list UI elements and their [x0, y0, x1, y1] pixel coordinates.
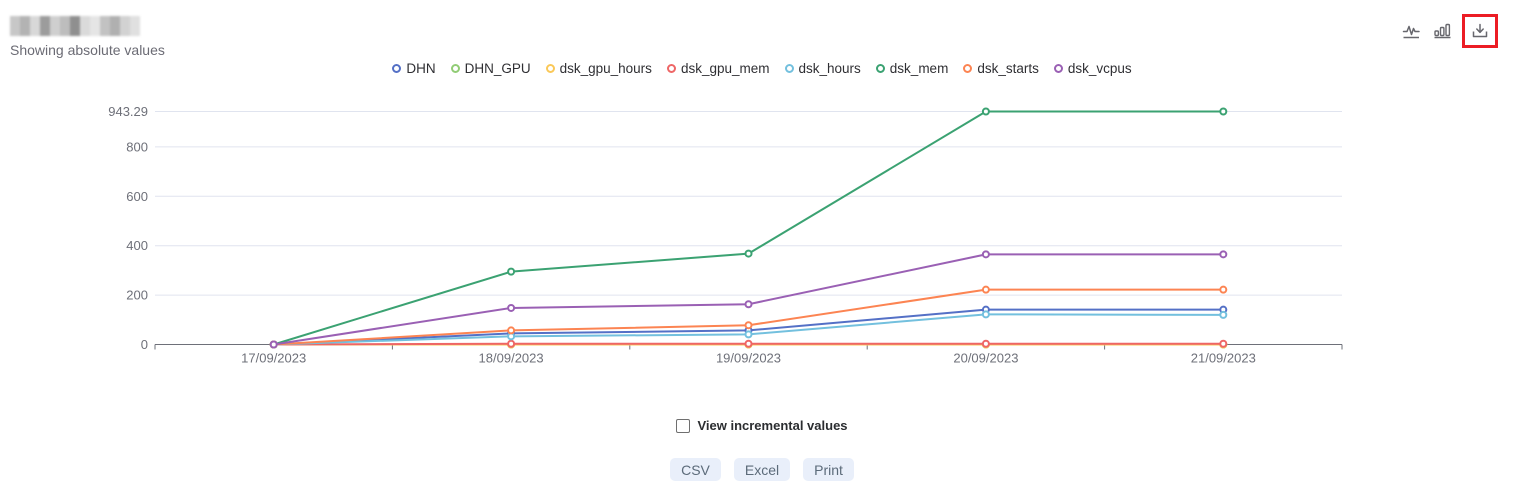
- legend-label: DHN: [406, 61, 436, 76]
- legend-label: dsk_starts: [977, 61, 1039, 76]
- series-dsk_starts-point: [981, 285, 990, 294]
- series-dsk_vcpus-point: [744, 300, 753, 309]
- legend-item-DHN_GPU[interactable]: DHN_GPU: [450, 61, 531, 76]
- legend-label: DHN_GPU: [464, 61, 531, 76]
- series-dsk_vcpus-point: [981, 250, 990, 259]
- svg-text:17/09/2023: 17/09/2023: [241, 351, 306, 366]
- legend-marker-icon: [450, 64, 460, 73]
- series-dsk_mem: [269, 107, 1228, 349]
- svg-text:21/09/2023: 21/09/2023: [1191, 351, 1256, 366]
- series-dsk_gpu_mem: [269, 339, 1228, 349]
- legend-item-dsk_hours[interactable]: dsk_hours: [784, 61, 861, 76]
- series-dsk_mem-point: [744, 249, 753, 258]
- legend-marker-icon: [1053, 64, 1063, 73]
- legend-marker-icon: [784, 64, 794, 73]
- series-dsk_vcpus-point: [507, 303, 516, 312]
- series-dsk_vcpus: [269, 250, 1228, 349]
- series-dsk_gpu_mem-point: [981, 339, 990, 348]
- series-dsk_hours-point: [981, 310, 990, 319]
- chart-header: Showing absolute values: [10, 16, 165, 58]
- download-icon: [1472, 23, 1488, 38]
- bar-chart-view-button[interactable]: [1431, 20, 1454, 43]
- legend-item-dsk_starts[interactable]: dsk_starts: [963, 61, 1039, 76]
- legend-item-dsk_vcpus[interactable]: dsk_vcpus: [1053, 61, 1132, 76]
- legend-marker-icon: [392, 64, 402, 73]
- series-dsk_starts-point: [507, 326, 516, 335]
- legend-item-dsk_gpu_hours[interactable]: dsk_gpu_hours: [545, 61, 652, 76]
- series-dsk_hours-point: [744, 330, 753, 339]
- svg-text:0: 0: [141, 337, 148, 352]
- legend-marker-icon: [666, 64, 676, 73]
- legend-item-dsk_gpu_mem[interactable]: dsk_gpu_mem: [666, 61, 770, 76]
- legend-label: dsk_mem: [889, 61, 949, 76]
- grid-lines: [155, 111, 1342, 296]
- svg-text:600: 600: [126, 189, 148, 204]
- svg-text:400: 400: [126, 238, 148, 253]
- subtitle: Showing absolute values: [10, 42, 165, 58]
- svg-text:200: 200: [126, 288, 148, 303]
- export-print-button[interactable]: Print: [803, 458, 854, 481]
- chart-toolbar: [1400, 14, 1498, 48]
- legend-item-DHN[interactable]: DHN: [392, 61, 436, 76]
- series-dsk_mem-point: [981, 107, 990, 116]
- download-highlight-box: [1462, 14, 1498, 48]
- view-incremental-toggle[interactable]: View incremental values: [676, 418, 848, 433]
- series-dsk_gpu_mem-point: [1219, 339, 1228, 348]
- series-dsk_mem-point: [507, 267, 516, 276]
- bar-chart-icon: [1434, 23, 1451, 38]
- series-dsk_vcpus-point: [1219, 250, 1228, 259]
- series-dsk_starts: [269, 285, 1228, 349]
- svg-text:19/09/2023: 19/09/2023: [716, 351, 781, 366]
- legend-label: dsk_hours: [798, 61, 861, 76]
- view-incremental-checkbox[interactable]: [676, 418, 691, 433]
- export-csv-button[interactable]: CSV: [670, 458, 721, 481]
- svg-text:20/09/2023: 20/09/2023: [953, 351, 1018, 366]
- redacted-title: [10, 16, 140, 36]
- legend-label: dsk_gpu_hours: [559, 61, 652, 76]
- legend-item-dsk_mem[interactable]: dsk_mem: [875, 61, 949, 76]
- incremental-row: View incremental values: [0, 418, 1524, 433]
- export-buttons-row: CSV Excel Print: [0, 458, 1524, 481]
- legend-marker-icon: [545, 64, 555, 73]
- series-dsk_starts-point: [1219, 285, 1228, 294]
- line-chart-icon: [1402, 25, 1420, 38]
- view-incremental-label: View incremental values: [697, 418, 848, 433]
- y-axis-labels: 0 200 400 600 800 943.29: [108, 104, 148, 352]
- legend-label: dsk_vcpus: [1067, 61, 1132, 76]
- series-dsk_mem-point: [1219, 107, 1228, 116]
- legend-marker-icon: [963, 64, 973, 73]
- series-dsk_hours-point: [1219, 310, 1228, 319]
- series-dsk_starts-point: [744, 321, 753, 330]
- legend-marker-icon: [875, 64, 885, 73]
- svg-text:943.29: 943.29: [108, 104, 148, 119]
- x-axis-labels: 17/09/2023 18/09/2023 19/09/2023 20/09/2023…: [241, 351, 1256, 366]
- svg-text:800: 800: [126, 139, 148, 154]
- series-dsk_vcpus-point: [269, 340, 278, 349]
- series-dsk_gpu_mem-point: [507, 339, 516, 348]
- series-dsk_gpu_mem-point: [744, 339, 753, 348]
- chart-legend: DHN DHN_GPU dsk_gpu_hours dsk_gpu_mem dsk_ho…: [0, 61, 1524, 76]
- download-button[interactable]: [1468, 19, 1492, 43]
- svg-text:18/09/2023: 18/09/2023: [479, 351, 544, 366]
- legend-label: dsk_gpu_mem: [680, 61, 770, 76]
- export-excel-button[interactable]: Excel: [733, 458, 791, 481]
- line-chart-view-button[interactable]: [1400, 20, 1423, 43]
